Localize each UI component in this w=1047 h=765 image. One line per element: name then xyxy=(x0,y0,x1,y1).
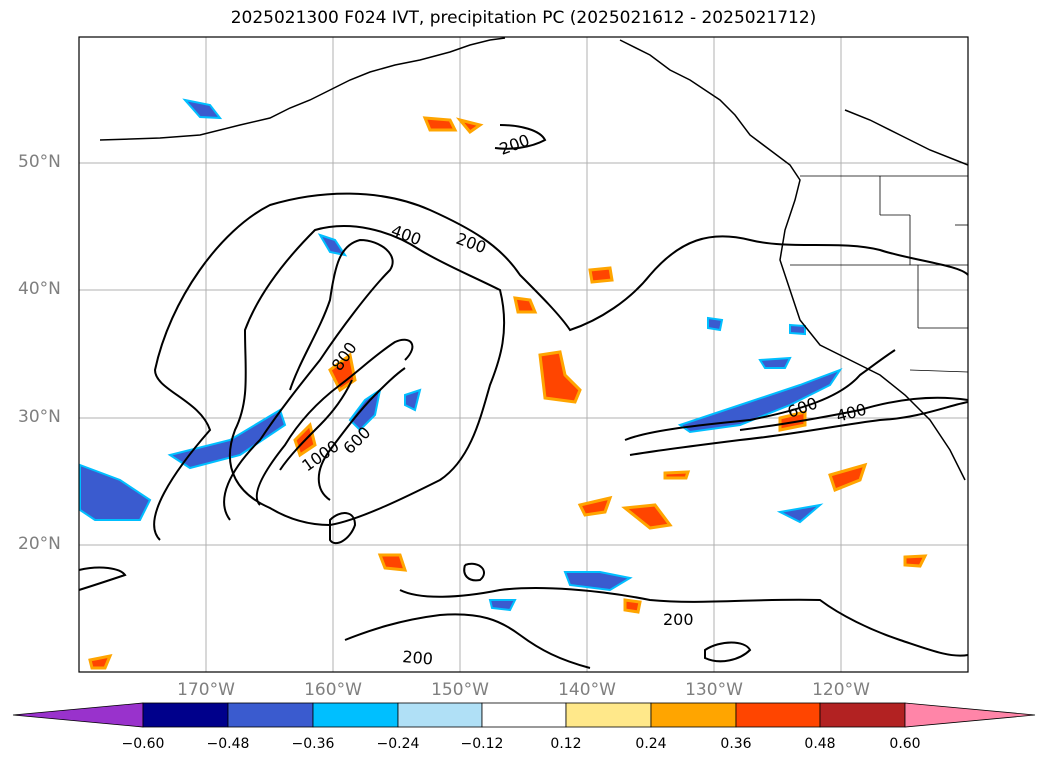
lon-label: 150°W xyxy=(431,680,489,700)
lat-label: 30°N xyxy=(18,407,61,427)
contour-label: 200 xyxy=(402,647,434,669)
lat-label: 40°N xyxy=(18,279,61,299)
colorbar xyxy=(12,702,1036,728)
lon-label: 130°W xyxy=(685,680,743,700)
lon-label: 160°W xyxy=(304,680,362,700)
contour-label: 200 xyxy=(663,610,694,629)
map-title: 2025021300 F024 IVT, precipitation PC (2… xyxy=(230,8,817,28)
contour-label: 200 xyxy=(497,130,532,158)
lat-label: 20°N xyxy=(18,534,61,554)
colorbar-tick: 0.60 xyxy=(889,736,921,752)
lon-label: 170°W xyxy=(177,680,235,700)
contour-label: 600 xyxy=(339,423,374,458)
colorbar-tick: −0.48 xyxy=(206,736,250,752)
ivt-contours xyxy=(78,124,969,669)
contour-label: 200 xyxy=(454,229,489,257)
map-frame xyxy=(78,36,969,673)
colorbar-tick: −0.36 xyxy=(291,736,335,752)
contour-label: 400 xyxy=(389,221,424,249)
colorbar-tick: −0.12 xyxy=(460,736,504,752)
state-borders xyxy=(790,175,969,373)
colorbar-tick: 0.48 xyxy=(804,736,836,752)
colorbar-tick: −0.24 xyxy=(376,736,420,752)
colorbar-extend-right xyxy=(904,702,1036,728)
colorbar-tick: −0.60 xyxy=(121,736,165,752)
coastlines xyxy=(99,37,969,481)
colorbar-tick: 0.24 xyxy=(635,736,667,752)
colorbar-tick: 0.36 xyxy=(720,736,752,752)
precip-negative-blobs xyxy=(79,98,843,612)
colorbar-extend-left xyxy=(12,702,144,728)
lon-label: 120°W xyxy=(812,680,870,700)
colorbar-tick: 0.12 xyxy=(550,736,582,752)
lon-label: 140°W xyxy=(558,680,616,700)
lat-label: 50°N xyxy=(18,152,61,172)
